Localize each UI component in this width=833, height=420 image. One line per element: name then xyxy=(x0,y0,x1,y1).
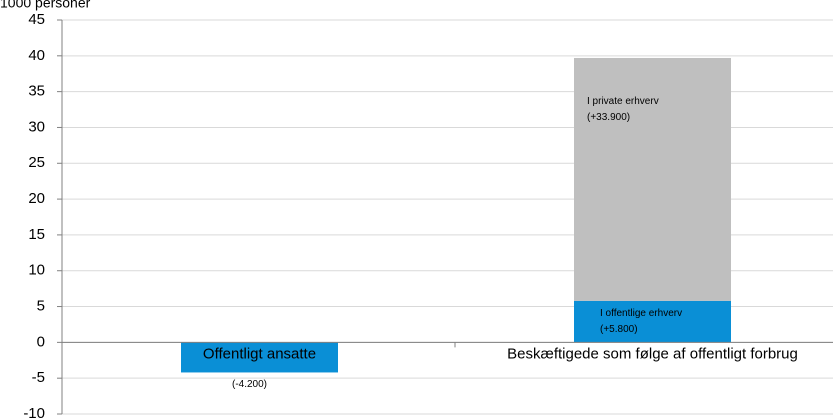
y-tick-label: -5 xyxy=(32,369,45,386)
y-tick-label: 40 xyxy=(28,47,45,64)
y-tick-label: 10 xyxy=(28,262,45,279)
y-tick-label: 20 xyxy=(28,190,45,207)
y-tick-label: 0 xyxy=(37,333,45,350)
y-tick-label: 5 xyxy=(37,298,45,315)
value-label: (+33.900) xyxy=(587,112,630,123)
y-tick-label: 35 xyxy=(28,83,45,100)
segment-name: I offentlige erhverv xyxy=(600,308,682,319)
bar-segment xyxy=(574,300,731,343)
value-label: (-4.200) xyxy=(232,379,267,390)
x-tick-label: Offentligt ansatte xyxy=(203,345,316,362)
value-label: (+5.800) xyxy=(600,324,638,335)
y-tick-label: 45 xyxy=(28,11,45,28)
y-tick-label: 15 xyxy=(28,226,45,243)
bar-segment xyxy=(181,342,338,373)
y-axis-label: 1000 personer xyxy=(0,0,91,11)
segment-name: I private erhverv xyxy=(587,96,659,107)
y-tick-label: 25 xyxy=(28,154,45,171)
bar-segment xyxy=(574,57,731,301)
y-tick-label: 30 xyxy=(28,118,45,135)
y-tick-label: -10 xyxy=(23,405,45,420)
x-tick-label: Beskæftigede som følge af offentligt for… xyxy=(507,345,798,362)
